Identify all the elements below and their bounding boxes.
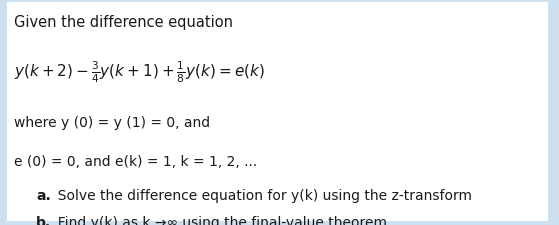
Text: where y (0) = y (1) = 0, and: where y (0) = y (1) = 0, and (14, 116, 210, 130)
FancyBboxPatch shape (7, 3, 548, 221)
Text: a.: a. (36, 188, 51, 202)
Text: e (0) = 0, and e(k) = 1, k = 1, 2, ...: e (0) = 0, and e(k) = 1, k = 1, 2, ... (14, 154, 257, 168)
Text: Find y(k) as k →∞ using the final-value theorem: Find y(k) as k →∞ using the final-value … (49, 215, 387, 225)
Text: $y(k + 2) - \frac{3}{4}y(k + 1) + \frac{1}{8}y(k) = e(k)$: $y(k + 2) - \frac{3}{4}y(k + 1) + \frac{… (14, 60, 265, 85)
Text: Solve the difference equation for y(k) using the z-transform: Solve the difference equation for y(k) u… (49, 188, 472, 202)
Text: b.: b. (36, 215, 51, 225)
Text: Given the difference equation: Given the difference equation (14, 15, 233, 29)
